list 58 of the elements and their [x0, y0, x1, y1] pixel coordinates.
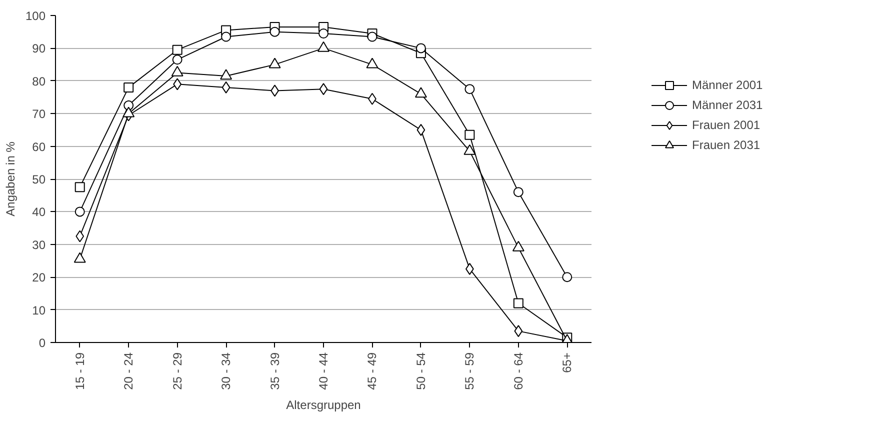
point — [366, 58, 378, 68]
y-tick-label: 0 — [38, 336, 46, 350]
point — [220, 69, 232, 80]
point — [74, 206, 85, 217]
point — [512, 240, 524, 252]
y-tick-label: 100 — [25, 9, 46, 23]
point — [562, 272, 572, 282]
point — [270, 26, 280, 37]
x-tick-label: 65+ — [560, 352, 574, 373]
y-tick-label: 70 — [32, 107, 46, 122]
point — [416, 43, 426, 54]
point — [513, 187, 524, 198]
y-axis-title: Angaben in % — [3, 141, 18, 216]
y-tick-label: 40 — [32, 205, 46, 220]
point — [172, 54, 182, 65]
y-tick-label: 90 — [32, 42, 46, 56]
x-axis-title: Altersgruppen — [286, 398, 361, 412]
point — [221, 32, 232, 42]
y-tick-label: 30 — [32, 238, 46, 252]
point — [464, 144, 476, 155]
point — [171, 66, 184, 76]
point — [74, 252, 86, 263]
x-tick-label: 60 - 64 — [511, 352, 526, 390]
legend-label: Frauen 2001 — [692, 118, 760, 132]
legend-label: Frauen 2031 — [692, 138, 760, 152]
x-tick-label: 35 - 39 — [268, 352, 282, 390]
point — [172, 44, 182, 55]
point — [122, 106, 135, 118]
point — [76, 230, 84, 242]
x-tick-label: 30 - 34 — [219, 352, 234, 390]
point — [318, 41, 330, 52]
point — [514, 325, 523, 338]
y-tick-label: 80 — [32, 74, 46, 88]
y-tick-label: 50 — [32, 172, 46, 186]
point — [124, 82, 134, 92]
x-tick-label: 15 - 19 — [72, 352, 87, 390]
point — [268, 58, 281, 68]
y-tick-label: 10 — [32, 303, 46, 318]
point — [319, 83, 328, 96]
legend-label: Männer 2031 — [692, 98, 763, 112]
x-tick-label: 50 - 54 — [414, 352, 428, 390]
x-tick-label: 25 - 29 — [170, 352, 184, 390]
x-tick-label: 20 - 24 — [122, 352, 136, 390]
x-tick-label: 55 - 59 — [462, 352, 477, 390]
y-tick-label: 20 — [32, 270, 46, 285]
point — [74, 182, 85, 192]
point — [416, 124, 426, 136]
x-tick-label: 40 - 44 — [316, 352, 330, 390]
point — [513, 298, 524, 308]
point — [222, 81, 230, 94]
legend-label: Männer 2001 — [692, 78, 763, 92]
x-tick-label: 45 - 49 — [365, 352, 380, 390]
point — [318, 28, 328, 38]
point — [464, 84, 475, 94]
point — [367, 32, 378, 42]
y-tick-label: 60 — [32, 140, 46, 154]
point — [414, 87, 427, 98]
point — [464, 130, 475, 140]
